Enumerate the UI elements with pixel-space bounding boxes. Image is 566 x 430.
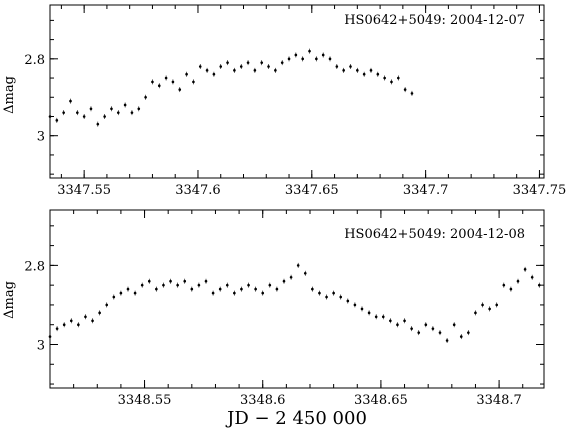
panel-title-bottom: HS0642+5049: 2004-12-08 bbox=[344, 227, 525, 242]
x-tick-label: 3347.7 bbox=[403, 183, 449, 198]
data-points-2004-12-07 bbox=[48, 48, 414, 127]
panel-2004-12-07: 3347.55 3347.6 3347.65 3347.7 3347.75 2.8 3 HS… bbox=[2, 4, 566, 198]
x-tick-label: 3348.65 bbox=[354, 393, 408, 408]
panel-2004-12-08: 3348.55 3348.6 3348.65 3348.7 2.8 3 HS0642+50… bbox=[2, 209, 545, 408]
panel-title-top: HS0642+5049: 2004-12-07 bbox=[344, 13, 525, 28]
y-tick-label: 3 bbox=[37, 338, 45, 353]
x-axis-label: JD − 2 450 000 bbox=[225, 408, 367, 429]
x-tick-label: 3348.55 bbox=[118, 393, 172, 408]
plot-frame-bottom bbox=[49, 209, 545, 389]
y-axis-label-top: Δmag bbox=[2, 76, 17, 114]
y-tick-label: 3 bbox=[37, 130, 45, 145]
y-tick-label: 2.8 bbox=[24, 259, 45, 274]
y-axis-label-bottom: Δmag bbox=[2, 281, 17, 319]
x-tick-label: 3347.65 bbox=[285, 183, 339, 198]
data-points-2004-12-08 bbox=[48, 262, 541, 344]
plot-frame-top bbox=[49, 4, 545, 179]
x-tick-label: 3347.75 bbox=[513, 183, 566, 198]
x-tick-label: 3347.55 bbox=[57, 183, 111, 198]
y-tick-label: 2.8 bbox=[24, 53, 45, 68]
axis-ticks-bottom: 3348.55 3348.6 3348.65 3348.7 2.8 3 bbox=[24, 210, 544, 408]
x-tick-label: 3348.7 bbox=[476, 393, 522, 408]
x-tick-label: 3348.6 bbox=[240, 393, 286, 408]
x-tick-label: 3347.6 bbox=[175, 183, 221, 198]
axis-ticks-top: 3347.55 3347.6 3347.65 3347.7 3347.75 2.8 3 bbox=[24, 5, 566, 198]
